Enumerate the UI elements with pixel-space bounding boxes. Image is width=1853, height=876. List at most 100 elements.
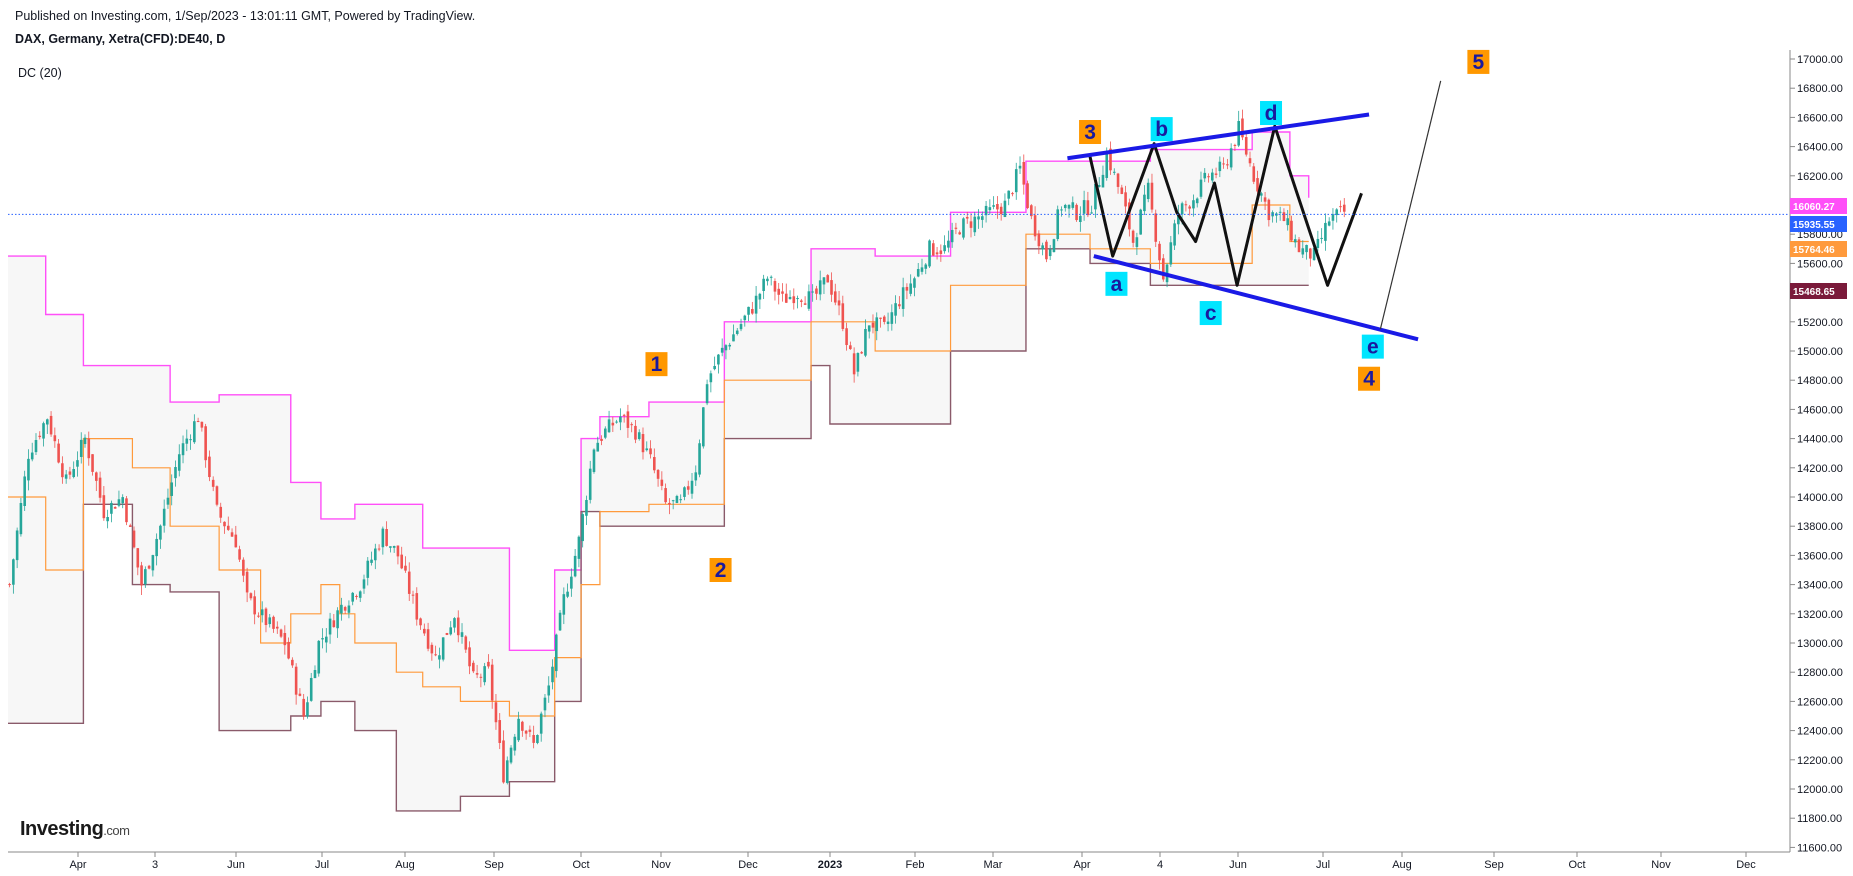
candle-body [1203,172,1207,179]
candle-body [833,291,837,303]
candle-body [1128,202,1131,230]
candle-body [102,495,106,519]
candle-body [1097,185,1101,187]
candle-body [487,661,490,667]
candle-body [370,559,373,563]
candle-body [1222,163,1225,165]
wave-label: a [1111,273,1123,296]
candle-body [64,474,68,479]
candle-body [1037,233,1041,247]
candle-body [1244,137,1248,155]
candle-body [1297,239,1301,253]
candle-body [95,472,98,481]
candle-body [924,264,928,269]
candle-body [177,454,181,471]
candle-body [551,666,554,683]
candle-body [811,291,814,293]
candle-body [796,298,799,300]
candle-body [1011,193,1014,195]
candle-body [1105,152,1109,178]
candle-body [909,283,912,294]
y-tick-label: 13200.00 [1797,609,1843,621]
candle-body [1312,247,1316,261]
x-tick-label: Jun [227,859,245,871]
candle-body [536,735,539,744]
candle-body [162,508,166,526]
candle-body [1207,176,1210,178]
x-tick-label: Oct [1568,859,1585,871]
candle-body [193,421,196,443]
candle-body [762,278,765,291]
y-tick-label: 13400.00 [1797,580,1843,592]
candle-body [404,565,407,571]
candle-body [423,628,426,634]
candle-body [856,353,860,372]
candle-body [611,422,615,426]
candle-body [283,632,287,646]
y-tick-label: 15200.00 [1797,317,1843,329]
candle-body [664,488,667,503]
candle-body [1263,197,1267,202]
candle-body [441,637,445,660]
candle-body [845,328,848,346]
candle-body [223,521,226,527]
wave-label: c [1205,302,1217,325]
candle-body [622,414,626,416]
candle-body [879,317,882,319]
upper-band-line [8,131,1310,651]
candle-body [460,632,464,637]
candle-body [675,495,679,504]
candle-body [377,548,381,550]
candle-body [815,288,818,294]
candle-body [1056,209,1060,240]
candle-body [449,627,453,635]
wave-annotations: 1 2 3 4 5 a b c d e [645,49,1490,582]
candle-body [1256,178,1259,192]
candle-body [170,482,174,496]
candle-body [42,423,45,439]
price-tag-label: 15935.55 [1793,220,1835,231]
wave-zigzag [1088,124,1363,287]
candle-body [773,281,777,292]
wave-label: e [1367,336,1379,359]
candle-body [694,472,698,481]
wave-label-box [1199,301,1222,326]
candle-body [185,438,189,444]
candle-body [1022,161,1026,185]
published-note: Published on Investing.com, 1/Sep/2023 -… [15,9,476,23]
candle-body [257,615,260,617]
y-tick-label: 13600.00 [1797,550,1843,562]
candle-body [302,698,305,717]
candle-body [121,497,125,504]
candle-body [238,549,241,560]
candle-body [275,626,279,629]
candle-body [656,469,660,479]
candle-body [324,636,328,643]
x-tick-label: Oct [572,859,589,871]
candle-body [253,596,256,615]
candle-body [381,528,385,548]
candle-body [264,608,268,626]
y-tick-label: 16600.00 [1797,112,1843,124]
candle-body [128,525,132,527]
candle-body [1316,238,1320,249]
candle-body [939,250,943,255]
candle-body [751,308,754,314]
candle-body [407,571,411,594]
candle-body [1154,213,1158,242]
projection-line [1379,80,1442,330]
candle-body [400,554,404,569]
candle-body [196,420,200,422]
candle-body [374,548,377,561]
candle-body [1248,158,1252,164]
candle-body [166,497,170,505]
investing-logo: Investing.com [20,818,130,840]
candle-body [309,677,313,701]
y-tick-label: 17000.00 [1797,54,1843,66]
candle-body [53,435,57,442]
indicator-legend[interactable]: DC (20) [18,66,62,80]
candle-body [732,334,735,342]
candle-body [709,373,713,383]
candle-body [860,352,863,354]
